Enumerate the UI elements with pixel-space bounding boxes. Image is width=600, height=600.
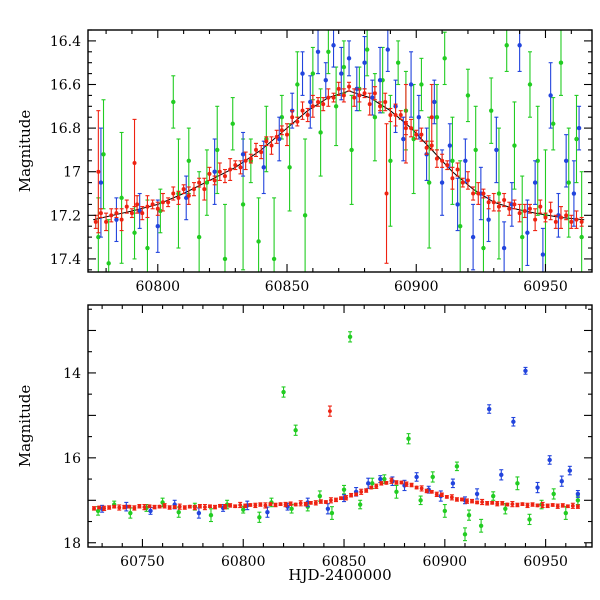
y-axis-label: Magnitude bbox=[16, 110, 34, 193]
x-tick-label: 60900 bbox=[394, 279, 439, 295]
top-panel: 60800 60850 60900 60950 16.4 16.6 16.8 17 17.2 17… bbox=[16, 29, 593, 295]
blue-series bbox=[98, 30, 582, 272]
y-tick-label: 17.2 bbox=[50, 208, 81, 224]
green-series bbox=[96, 30, 584, 272]
red-series bbox=[93, 81, 584, 264]
x-tick-label: 60850 bbox=[322, 554, 367, 570]
x-tick-label: 60850 bbox=[265, 279, 310, 295]
x-tick-label: 60800 bbox=[136, 279, 181, 295]
x-tick-label: 60750 bbox=[120, 554, 165, 570]
x-tick-label: 60800 bbox=[221, 554, 266, 570]
panel-frame bbox=[87, 29, 593, 273]
y-tick-label: 16.4 bbox=[50, 34, 81, 50]
y-tick-label: 16.8 bbox=[50, 121, 81, 137]
y-tick-label: 18 bbox=[63, 536, 81, 552]
x-tick-label: 60950 bbox=[523, 554, 568, 570]
x-tick-label: 60900 bbox=[423, 554, 468, 570]
panel-frame bbox=[87, 304, 593, 548]
blue-series bbox=[99, 366, 581, 519]
y-tick-label: 16 bbox=[63, 451, 81, 467]
y-tick-label: 17 bbox=[63, 165, 81, 181]
x-axis-label: HJD-2400000 bbox=[288, 566, 391, 584]
y-tick-label: 14 bbox=[63, 366, 81, 382]
green-series bbox=[95, 331, 581, 542]
x-tick-label: 60950 bbox=[523, 279, 568, 295]
top-panel-data bbox=[93, 30, 585, 272]
y-tick-label: 17.4 bbox=[50, 252, 81, 268]
y-tick-label: 16.6 bbox=[50, 78, 81, 94]
bottom-panel: 60750 60800 60850 60900 60950 14 16 18 Magnitude… bbox=[16, 304, 593, 584]
model-line bbox=[93, 90, 585, 221]
y-axis-label: Magnitude bbox=[16, 385, 34, 468]
red-series bbox=[92, 405, 580, 512]
bottom-panel-data bbox=[92, 331, 581, 542]
